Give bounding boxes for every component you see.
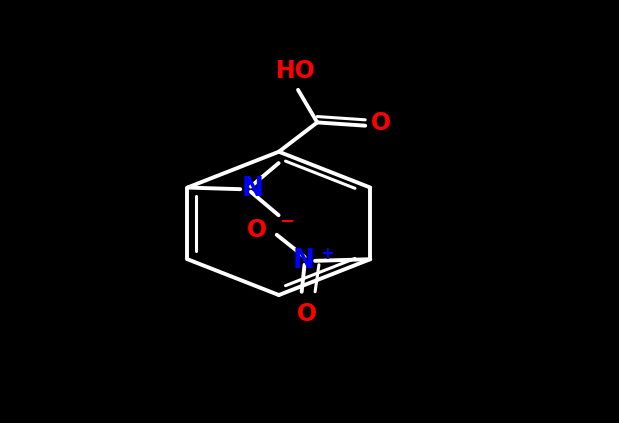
Text: O: O xyxy=(371,111,391,135)
Text: HO: HO xyxy=(275,59,316,83)
Text: O: O xyxy=(297,302,316,326)
Text: O: O xyxy=(247,218,267,242)
Text: N: N xyxy=(241,176,264,202)
Text: +: + xyxy=(320,244,334,263)
Text: N: N xyxy=(292,248,314,274)
Text: −: − xyxy=(279,214,294,231)
